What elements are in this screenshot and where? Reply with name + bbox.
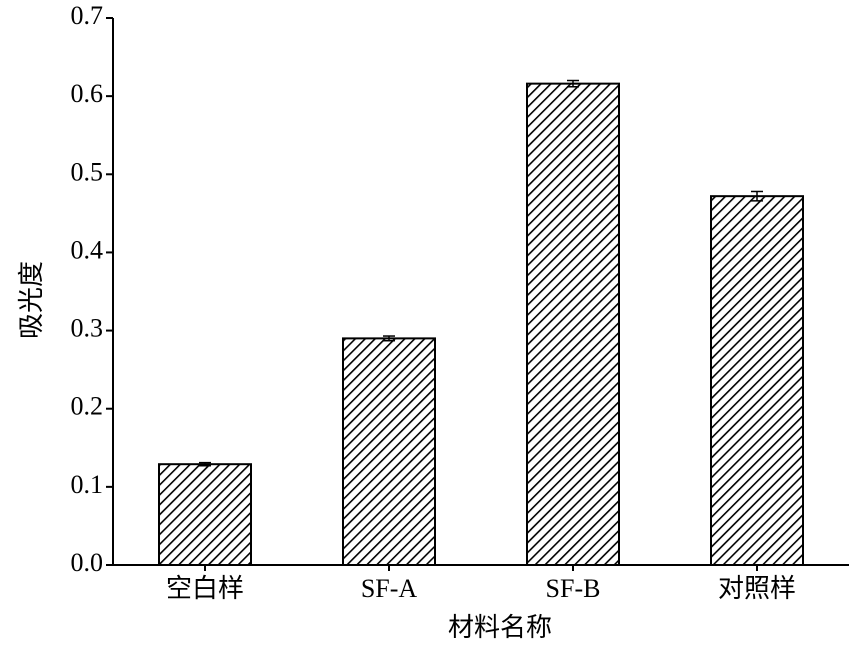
y-tick-label: 0.2 xyxy=(71,392,104,421)
x-tick-label: 对照样 xyxy=(718,574,796,603)
y-axis-title: 吸光度 xyxy=(17,261,46,339)
error-bar xyxy=(567,79,579,88)
y-tick-label: 0.0 xyxy=(71,548,104,577)
x-tick-label: SF-A xyxy=(361,574,418,603)
x-tick-label: 空白样 xyxy=(166,574,244,603)
error-bar xyxy=(383,335,395,342)
bar xyxy=(342,337,436,566)
bar xyxy=(158,463,252,566)
error-bar xyxy=(199,461,211,467)
y-tick-label: 0.5 xyxy=(71,157,104,186)
y-tick-label: 0.4 xyxy=(71,235,104,264)
bar xyxy=(710,195,804,566)
y-tick-label: 0.3 xyxy=(71,314,104,343)
error-bar xyxy=(751,190,763,202)
x-tick-label: SF-B xyxy=(546,574,601,603)
y-tick-label: 0.6 xyxy=(71,79,104,108)
y-tick-label: 0.7 xyxy=(71,1,104,30)
x-axis-title: 材料名称 xyxy=(448,613,552,642)
bar xyxy=(526,82,620,566)
y-tick-label: 0.1 xyxy=(71,470,104,499)
